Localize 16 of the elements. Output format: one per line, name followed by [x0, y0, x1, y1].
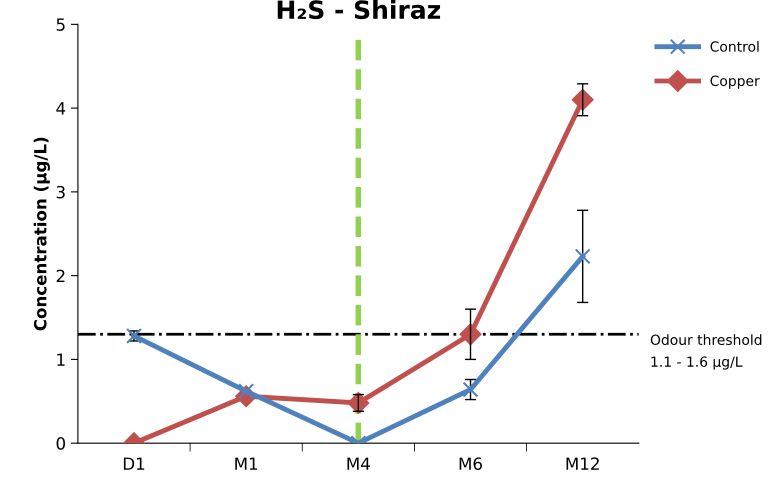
y-axis-title: Concentration (µg/L): [34, 138, 50, 330]
x-tick-label: M12: [566, 457, 599, 470]
y-tick-label: 4: [56, 102, 66, 114]
x-tick-label: M6: [460, 457, 482, 470]
legend-label: Control: [710, 41, 759, 52]
y-tick-label: 1: [57, 354, 65, 366]
x-tick-label: M4: [347, 458, 370, 470]
ref-line-label: Odour threshold 1.1 - 1.6 µg/L: [650, 334, 762, 370]
chart-title: H₂S - Shiraz: [278, 0, 440, 20]
y-tick-label: 5: [56, 18, 65, 31]
y-tick-label: 2: [56, 270, 64, 282]
legend-label: Copper: [710, 76, 760, 89]
y-tick-label: 0: [56, 437, 65, 450]
y-tick-label: 3: [56, 186, 65, 198]
x-tick-label: D1: [124, 458, 144, 470]
x-tick-label: M1: [235, 458, 258, 470]
